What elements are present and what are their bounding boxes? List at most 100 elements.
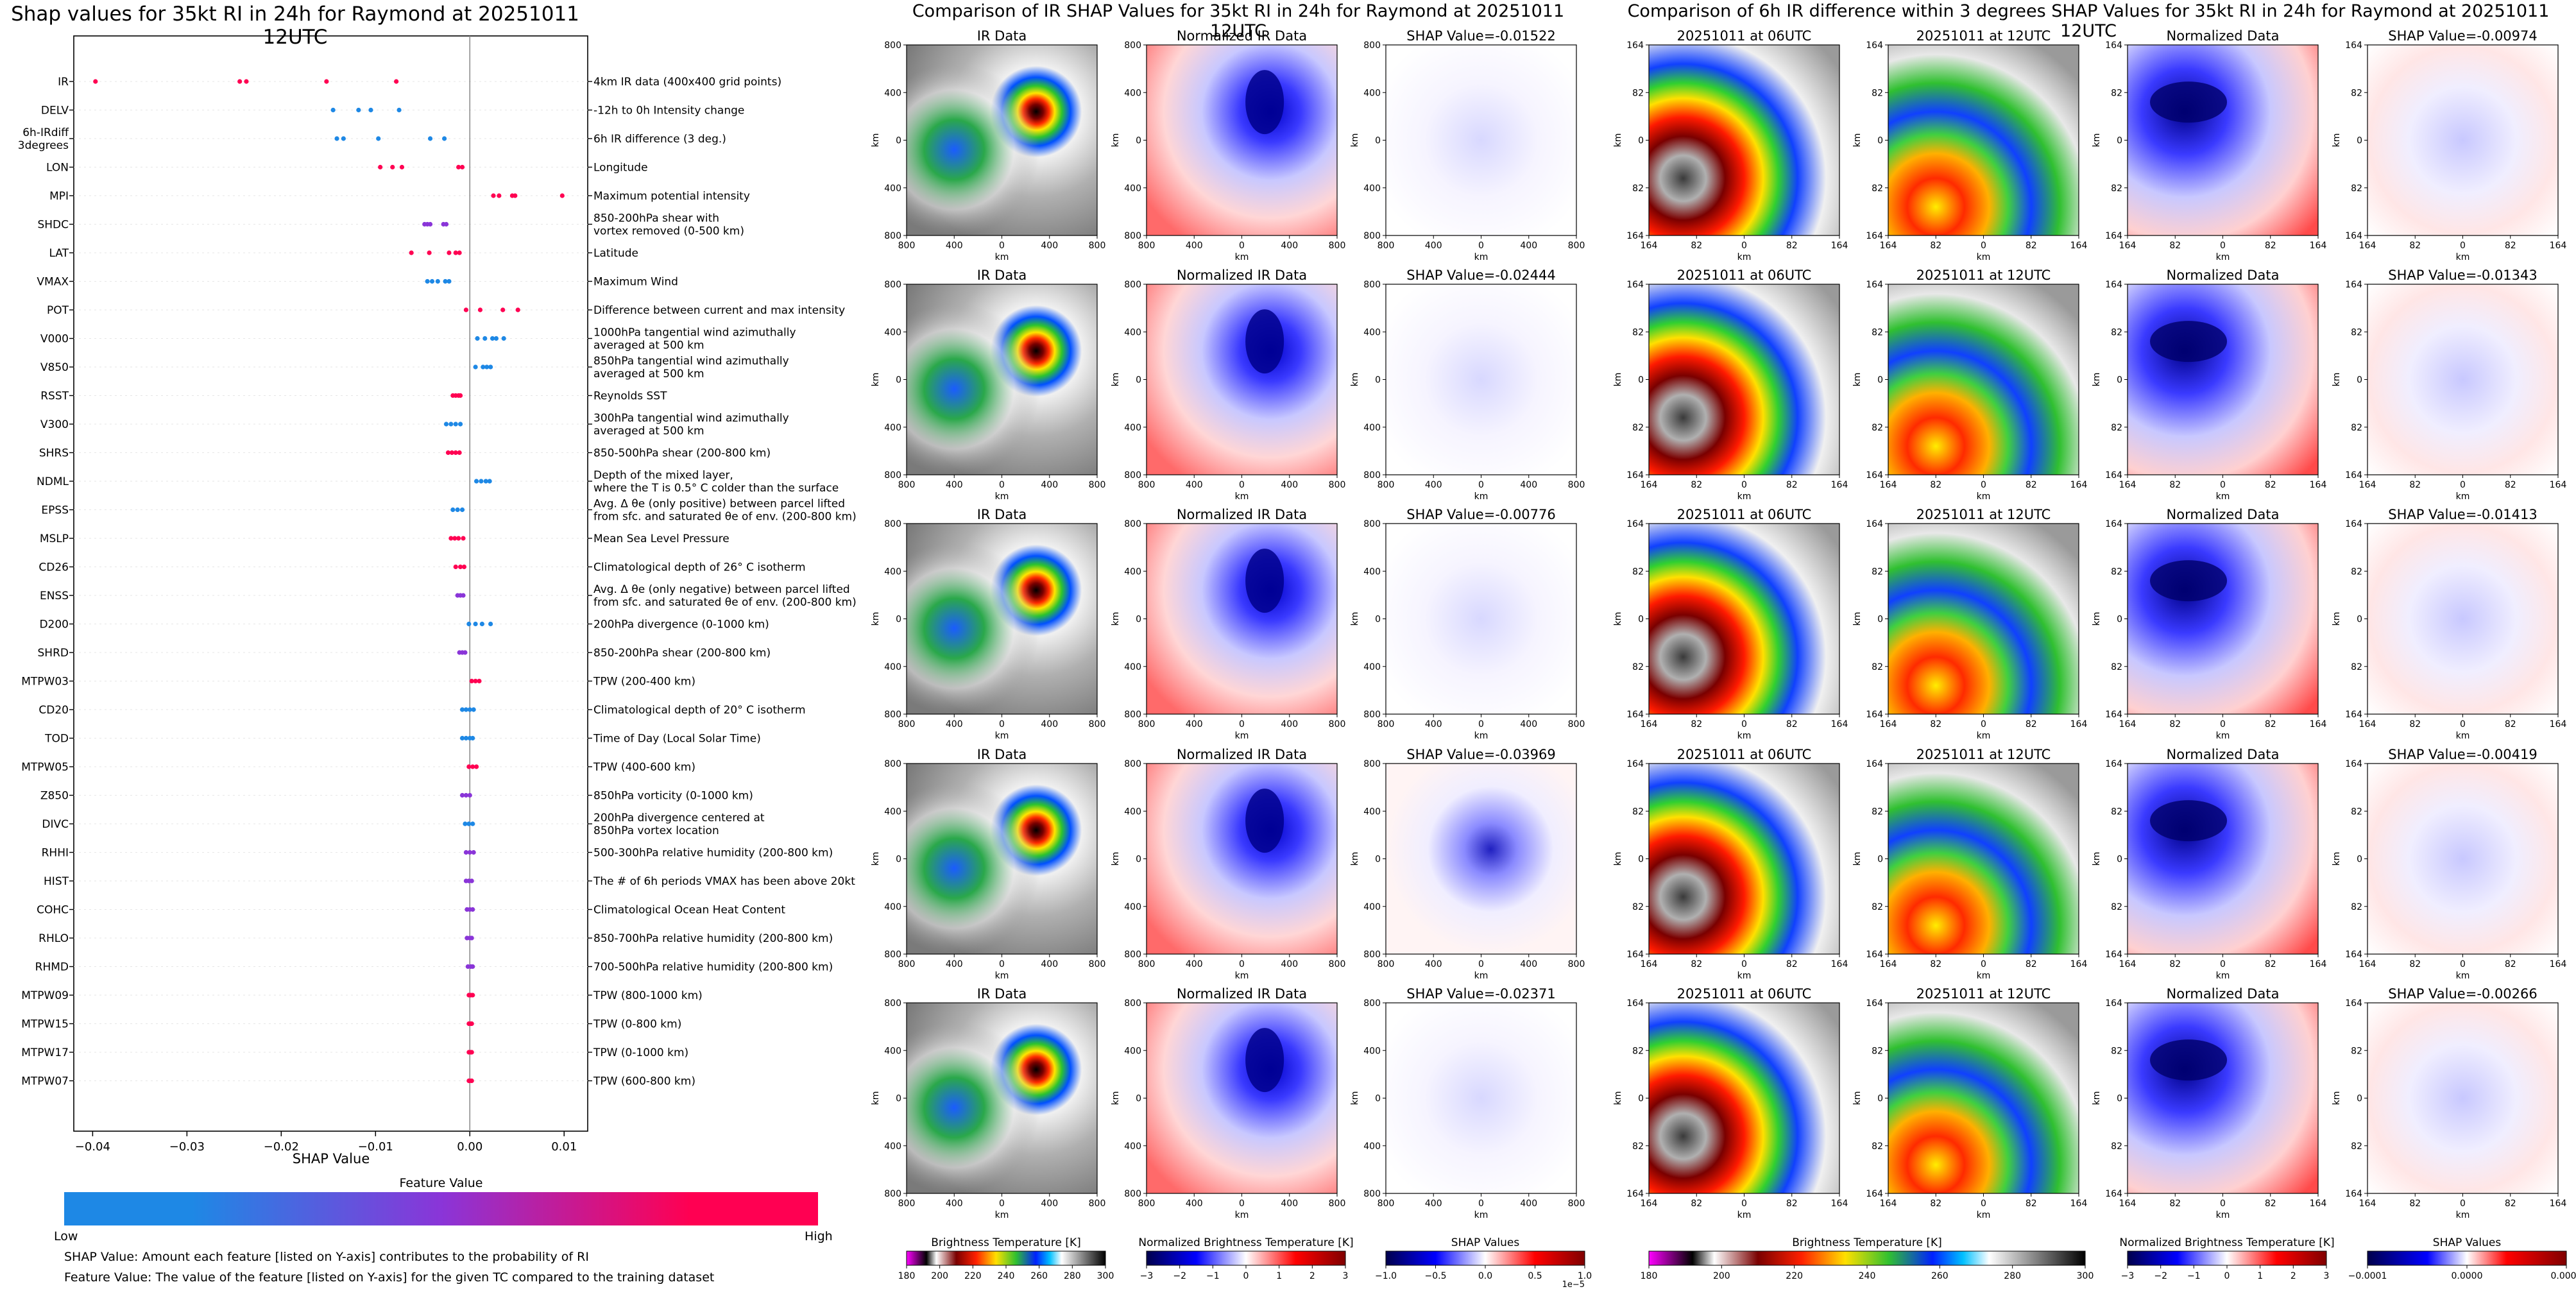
panel-title: SHAP Value=-0.01413 bbox=[2388, 507, 2538, 522]
feature-name: MTPW17 bbox=[21, 1046, 69, 1059]
colorbar-tick-label: 0 bbox=[2224, 1271, 2230, 1281]
feature-description: 850-700hPa relative humidity (200-800 km… bbox=[593, 932, 833, 945]
panel-y-tick-label: 164 bbox=[2105, 470, 2122, 481]
panel-y-tick-label: 0 bbox=[1375, 375, 1381, 386]
panel-x-tick-label: 0 bbox=[1478, 480, 1484, 490]
colorbar-tick-label: 220 bbox=[964, 1271, 982, 1281]
panel-x-axis-label: km bbox=[2456, 731, 2470, 741]
panel-y-axis-label: km bbox=[1613, 373, 1623, 387]
panel-y-tick-label: 0 bbox=[1136, 855, 1141, 865]
feature-name: MTPW07 bbox=[21, 1075, 69, 1088]
panel-x-axis-label: km bbox=[1474, 971, 1488, 981]
shap-point bbox=[456, 164, 461, 170]
panel-x-axis-label: km bbox=[995, 491, 1009, 502]
shap-point bbox=[459, 792, 465, 798]
panel-x-tick-label: 164 bbox=[2359, 719, 2376, 730]
panel-colorbar: Normalized Brightness Temperature [K] −3 −… bbox=[2119, 1236, 2334, 1281]
panel-image bbox=[1147, 1003, 1337, 1193]
colorbar-tick-label: 2 bbox=[2290, 1271, 2296, 1281]
panel-x-axis-label: km bbox=[2456, 252, 2470, 262]
panel-x-tick-label: 800 bbox=[1378, 719, 1395, 730]
feature-description: Reynolds SST bbox=[593, 390, 667, 403]
panel-x-tick-label: 164 bbox=[2119, 241, 2137, 251]
panel-x-tick-label: 164 bbox=[1831, 1199, 1848, 1209]
panel-title: Normalized IR Data bbox=[1177, 747, 1307, 762]
panel-y-tick-label: 164 bbox=[2345, 470, 2362, 481]
panel-image bbox=[2367, 284, 2558, 475]
panel-x-tick-label: 800 bbox=[1329, 1199, 1346, 1209]
shap-point bbox=[341, 136, 346, 141]
feature-description: Climatological depth of 26° C isotherm bbox=[593, 561, 806, 574]
colorbar-tick-label: 0.0001 bbox=[2551, 1271, 2576, 1281]
panel-title: 20251011 at 06UTC bbox=[1677, 268, 1812, 283]
panel-title: 20251011 at 06UTC bbox=[1677, 986, 1812, 1002]
panel-y-axis-label: km bbox=[2092, 852, 2102, 866]
shap-point bbox=[429, 278, 435, 284]
panel-y-tick-label: 82 bbox=[1872, 423, 1883, 433]
panel-y-axis-label: km bbox=[1111, 852, 1121, 866]
panel-y-tick-label: 0 bbox=[1375, 136, 1381, 146]
shap-point bbox=[470, 964, 475, 969]
shap-point bbox=[450, 507, 456, 513]
panel-y-axis-label: km bbox=[1852, 133, 1863, 148]
panel-y-tick-label: 82 bbox=[2351, 327, 2362, 337]
panel-y-axis-label: km bbox=[871, 612, 881, 626]
panel-x-axis-label: km bbox=[995, 971, 1009, 981]
panel-y-tick-label: 400 bbox=[1363, 662, 1381, 672]
panel-x-tick-label: 800 bbox=[1138, 1199, 1156, 1209]
panel-y-tick-label: 82 bbox=[1872, 662, 1883, 672]
panel-x-tick-label: 82 bbox=[1691, 480, 1702, 490]
panel-x-tick-label: 400 bbox=[1425, 959, 1442, 969]
feature-description: 850-500hPa shear (200-800 km) bbox=[593, 447, 771, 460]
panel-title: 20251011 at 12UTC bbox=[1916, 28, 2051, 44]
panel-image bbox=[1386, 45, 1576, 235]
panel-colorbar: Brightness Temperature [K] 180 200 220 240 26… bbox=[898, 1236, 1114, 1281]
cold-core-blob bbox=[1245, 309, 1284, 374]
panel-x-tick-label: 400 bbox=[1520, 241, 1537, 251]
panel-x-axis-label: km bbox=[2216, 731, 2230, 741]
shap-point bbox=[463, 707, 469, 712]
feature-description: TPW (0-800 km) bbox=[593, 1018, 681, 1031]
panel-x-tick-label: 164 bbox=[2070, 959, 2088, 969]
image-panel: 20251011 at 12UTC1641648282008282164164k… bbox=[1852, 747, 2087, 981]
colorbar-tick-label: 2 bbox=[1309, 1271, 1315, 1281]
colorbar-scale-label: 1e−5 bbox=[1562, 1280, 1585, 1289]
panel-y-axis-label: km bbox=[1350, 373, 1360, 387]
panel-x-tick-label: 82 bbox=[1691, 1199, 1702, 1209]
panel-y-axis-label: km bbox=[1852, 373, 1863, 387]
panel-x-tick-label: 400 bbox=[1281, 719, 1298, 730]
feature-description: 850hPa tangential wind azimuthally averag… bbox=[593, 355, 789, 380]
panel-title: IR Data bbox=[977, 507, 1027, 522]
panel-image-overlay bbox=[907, 1003, 1097, 1193]
feature-description: -12h to 0h Intensity change bbox=[593, 105, 744, 117]
panel-x-tick-label: 164 bbox=[2359, 480, 2376, 490]
panel-y-tick-label: 82 bbox=[1632, 184, 1644, 194]
panel-image bbox=[1888, 764, 2079, 954]
panel-x-tick-label: 164 bbox=[2119, 959, 2137, 969]
shap-point bbox=[470, 907, 475, 912]
panel-y-tick-label: 0 bbox=[2117, 136, 2122, 146]
shap-point bbox=[457, 250, 462, 255]
panel-x-axis-label: km bbox=[1977, 1210, 1991, 1220]
shap-point bbox=[427, 250, 432, 255]
panel-x-tick-label: 164 bbox=[1880, 959, 1897, 969]
panel-y-tick-label: 0 bbox=[2357, 615, 2362, 625]
colorbar-label: SHAP Values bbox=[2433, 1236, 2502, 1249]
shap-point bbox=[463, 792, 469, 798]
panel-x-tick-label: 82 bbox=[1691, 719, 1702, 730]
panel-y-tick-label: 82 bbox=[2351, 567, 2362, 577]
shap-point bbox=[453, 422, 458, 427]
feature-name: SHRD bbox=[38, 647, 69, 660]
panel-y-tick-label: 164 bbox=[2345, 759, 2362, 769]
shap-point bbox=[469, 878, 474, 884]
panel-y-tick-label: 164 bbox=[2105, 1189, 2122, 1199]
panel-y-tick-label: 164 bbox=[2345, 710, 2362, 720]
panel-y-tick-label: 82 bbox=[2351, 88, 2362, 98]
feature-description: Time of Day (Local Solar Time) bbox=[593, 733, 761, 746]
panel-x-tick-label: 800 bbox=[1089, 719, 1106, 730]
panel-y-tick-label: 164 bbox=[2105, 759, 2122, 769]
panel-y-tick-label: 800 bbox=[1124, 710, 1141, 720]
cold-core-blob bbox=[1245, 1028, 1284, 1093]
panel-x-tick-label: 82 bbox=[1786, 1199, 1798, 1209]
feature-name: MTPW03 bbox=[21, 676, 69, 688]
